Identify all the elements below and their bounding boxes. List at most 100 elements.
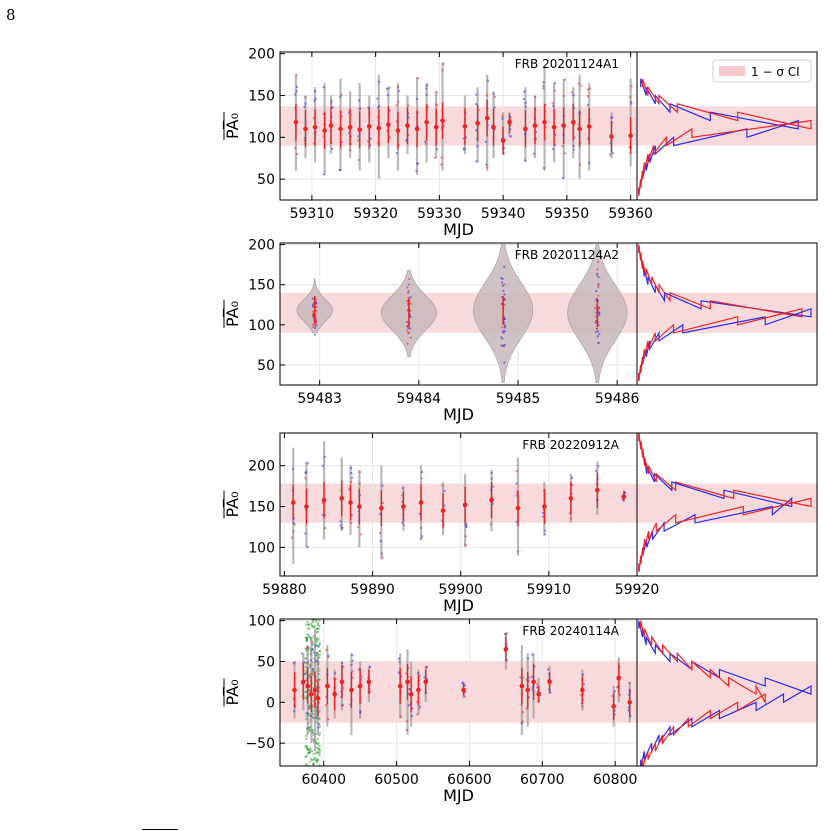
dense-point: [309, 757, 313, 761]
burst-point: [347, 124, 353, 130]
burst-sample: [312, 651, 316, 654]
burst-sample: [424, 142, 427, 145]
burst-sample: [581, 673, 584, 676]
burst-sample: [311, 647, 314, 651]
dense-point: [311, 731, 315, 734]
burst-sample: [561, 176, 565, 180]
burst-sample: [609, 116, 613, 119]
x-tick-label: 59880: [262, 582, 307, 598]
burst-sample: [541, 511, 545, 515]
burst-point: [551, 124, 557, 130]
dense-point: [317, 645, 320, 648]
violin-point: [313, 326, 316, 330]
violin-point: [311, 323, 315, 326]
burst-sample: [542, 81, 545, 84]
marks: [293, 62, 812, 196]
x-axis-label: MJD: [443, 786, 474, 805]
burst-sample: [339, 520, 342, 523]
dense-point: [308, 726, 311, 729]
burst-sample: [323, 455, 327, 459]
burst-sample: [415, 169, 418, 173]
dense-point: [304, 657, 307, 660]
dense-point: [318, 624, 321, 628]
burst-sample: [304, 102, 307, 105]
panel-3: 59880 59890 59900 59910 59920 100 150 200 MJD PA̅…: [223, 432, 818, 615]
burst-point: [405, 123, 410, 128]
burst-sample: [295, 73, 298, 77]
violin-point: [315, 305, 318, 309]
dense-point: [316, 738, 319, 741]
burst-point: [305, 683, 310, 689]
burst-sample: [552, 104, 555, 108]
burst-sample: [415, 97, 419, 101]
marks: [290, 433, 812, 572]
burst-sample: [420, 477, 423, 480]
violin-point: [407, 289, 410, 293]
dense-point: [307, 751, 311, 755]
dense-point: [307, 627, 310, 631]
burst-sample: [586, 95, 590, 98]
burst-sample: [609, 153, 612, 156]
dense-point: [306, 620, 309, 624]
burst-sample: [292, 710, 296, 713]
burst-sample: [321, 513, 324, 517]
burst-sample: [315, 660, 319, 663]
burst-sample: [551, 102, 554, 105]
burst-sample: [331, 106, 334, 109]
violin-point: [502, 289, 505, 292]
violin-point: [406, 342, 409, 345]
burst-sample: [388, 136, 391, 139]
x-tick-label: 60400: [301, 772, 346, 788]
burst-sample: [311, 640, 314, 643]
violin-point: [407, 296, 410, 299]
histogram-frame: [636, 618, 818, 767]
panel-4: 60400 60500 60600 60700 60800 −50 0 50 100 MJD PA̅…: [223, 614, 818, 805]
burst-sample: [349, 521, 353, 525]
burst-sample: [519, 675, 522, 679]
burst-sample: [416, 713, 419, 716]
burst-point: [503, 646, 509, 652]
burst-sample: [350, 663, 353, 667]
burst-point: [315, 695, 321, 701]
burst-sample: [597, 464, 600, 468]
burst-point: [440, 508, 446, 513]
dense-point: [308, 749, 311, 752]
burst-sample: [404, 672, 408, 675]
violin-point: [405, 320, 409, 324]
violin-point: [597, 276, 600, 279]
violin-point: [597, 294, 600, 297]
burst-sample: [530, 675, 534, 679]
violin-point: [500, 344, 503, 347]
dense-point: [305, 755, 308, 758]
burst-sample: [579, 84, 583, 87]
dense-point: [305, 636, 309, 640]
burst-point: [525, 687, 531, 693]
burst-point: [416, 687, 421, 693]
burst-sample: [553, 81, 557, 85]
burst-point: [408, 691, 414, 697]
burst-sample: [306, 661, 309, 665]
burst-sample: [628, 681, 631, 685]
burst-sample: [397, 89, 401, 93]
burst-sample: [515, 520, 518, 523]
burst-sample: [349, 466, 353, 470]
burst-sample: [425, 84, 429, 87]
burst-point: [405, 679, 410, 685]
dense-point: [316, 750, 319, 753]
burst-sample: [307, 707, 311, 710]
violin-point: [596, 272, 599, 275]
burst-sample: [321, 464, 325, 467]
burst-sample: [408, 688, 411, 691]
burst-point: [321, 497, 327, 503]
violin-point: [407, 283, 410, 286]
burst-sample: [357, 526, 360, 529]
violin-point: [311, 305, 314, 308]
burst-sample: [588, 87, 592, 90]
dense-point: [318, 653, 321, 656]
burst-sample: [340, 526, 344, 530]
burst-sample: [388, 86, 391, 89]
burst-sample: [506, 658, 509, 662]
violin-point: [596, 330, 600, 333]
x-tick-label: 60800: [593, 772, 638, 788]
violin-point: [315, 323, 318, 326]
